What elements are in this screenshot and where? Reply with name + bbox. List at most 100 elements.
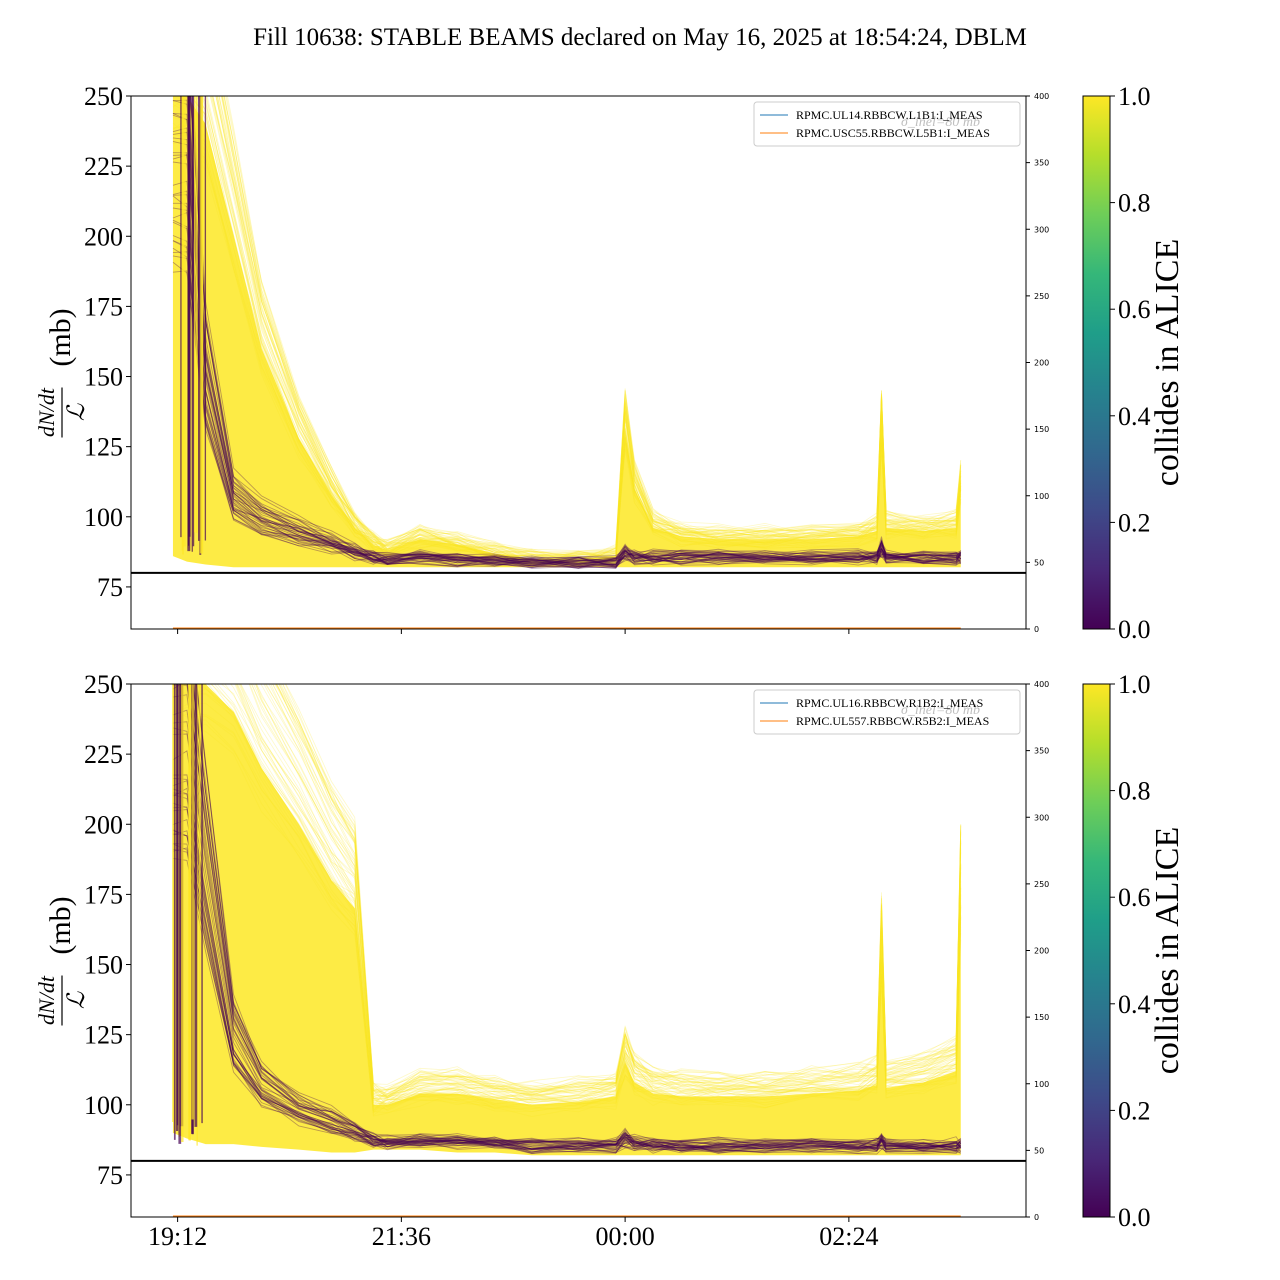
purple-trace [172, 721, 961, 1150]
purple-trace [192, 684, 962, 1148]
yellow-trace [222, 96, 962, 564]
plot-area [172, 684, 962, 1156]
yellow-trace [222, 96, 962, 552]
purple-trace [172, 113, 962, 564]
purple-trace [187, 684, 961, 1150]
purple-trace [195, 684, 962, 1148]
yellow-trace [190, 96, 962, 563]
yellow-trace [205, 96, 962, 559]
y2-tick-label: 200 [1034, 359, 1049, 368]
purple-trace [172, 818, 961, 1154]
purple-trace [172, 806, 961, 1154]
y2-tick-label: 100 [1034, 492, 1049, 501]
yellow-trace [227, 96, 962, 562]
purple-trace [172, 270, 962, 569]
yellow-trace [172, 96, 962, 568]
y-label-numerator: dN/dt [34, 975, 59, 1025]
purple-trace [172, 843, 962, 1155]
yellow-trace [236, 684, 962, 1107]
purple-trace [189, 96, 961, 566]
yellow-trace [285, 684, 962, 1093]
yellow-trace [205, 96, 962, 563]
yellow-trace [212, 96, 962, 560]
yellow-trace [272, 684, 962, 1097]
yellow-trace [223, 96, 962, 563]
yellow-trace [249, 684, 962, 1106]
yellow-envelope [172, 684, 961, 1156]
purple-trace [172, 788, 962, 1153]
purple-trace [189, 96, 962, 566]
colorbar-tick-label: 0.2 [1118, 1096, 1151, 1125]
legend-box [753, 101, 1021, 147]
purple-trace [172, 694, 962, 1150]
yellow-trace [172, 100, 962, 562]
purple-trace [172, 802, 961, 1153]
yellow-trace [255, 684, 962, 1091]
yellow-trace [172, 125, 962, 567]
purple-trace [186, 684, 962, 1150]
y-label-unit: (mb) [44, 896, 77, 954]
purple-trace [172, 774, 962, 1152]
yellow-trace [221, 96, 962, 566]
yellow-trace [282, 684, 962, 1099]
y-label-denominator: ℒ [64, 991, 90, 1009]
purple-trace [191, 96, 961, 565]
purple-trace [190, 96, 962, 567]
purple-trace [172, 830, 962, 1154]
colorbar-label: collides in ALICE [1149, 239, 1186, 486]
purple-trace [172, 137, 962, 567]
purple-trace [172, 261, 962, 569]
yellow-trace [197, 96, 962, 559]
colorbar-gradient [1082, 683, 1111, 1218]
purple-trace [172, 99, 961, 568]
purple-trace [172, 809, 962, 1154]
yellow-trace [265, 684, 962, 1094]
y2-tick-label: 150 [1034, 1013, 1049, 1022]
purple-trace [172, 127, 961, 568]
yellow-trace [255, 684, 962, 1102]
yellow-trace [216, 96, 962, 561]
purple-trace [172, 251, 961, 566]
yellow-trace [251, 684, 962, 1105]
yellow-trace [206, 96, 962, 567]
purple-trace [189, 96, 962, 564]
yellow-trace [172, 684, 962, 1112]
yellow-trace [223, 96, 962, 558]
yellow-envelope [172, 96, 961, 568]
purple-trace [190, 96, 962, 563]
yellow-trace [172, 685, 962, 1106]
yellow-trace [221, 96, 962, 564]
yellow-trace [194, 96, 962, 568]
yellow-trace [224, 684, 962, 1103]
yellow-trace [274, 684, 962, 1091]
yellow-trace [172, 723, 962, 1113]
purple-trace [172, 96, 962, 566]
yellow-trace [212, 96, 962, 564]
purple-trace [172, 114, 962, 565]
y2-tick-label: 250 [1034, 880, 1049, 889]
purple-trace [172, 750, 962, 1152]
yellow-trace [172, 684, 962, 1114]
yellow-trace [268, 684, 962, 1099]
yellow-trace [172, 713, 962, 1117]
yellow-trace [202, 96, 962, 561]
colorbar: 0.0 0.2 0.4 0.6 0.8 1.0 collides in ALICE [1082, 82, 1186, 644]
y-tick-label: 200 [84, 810, 123, 839]
yellow-trace [172, 122, 962, 569]
colorbar-tick-label: 0.2 [1118, 508, 1151, 537]
yellow-trace [275, 684, 962, 1093]
yellow-trace [275, 684, 962, 1096]
yellow-trace [256, 684, 962, 1094]
yellow-trace [211, 96, 962, 562]
yellow-trace [250, 684, 962, 1107]
colorbar-tick-label: 1.0 [1118, 670, 1151, 699]
purple-trace [172, 202, 961, 569]
yellow-trace [172, 131, 962, 567]
y2-tick-label: 100 [1034, 1080, 1049, 1089]
yellow-trace [279, 684, 962, 1097]
yellow-trace [237, 684, 962, 1105]
purple-trace [172, 778, 961, 1152]
yellow-trace [172, 709, 962, 1112]
